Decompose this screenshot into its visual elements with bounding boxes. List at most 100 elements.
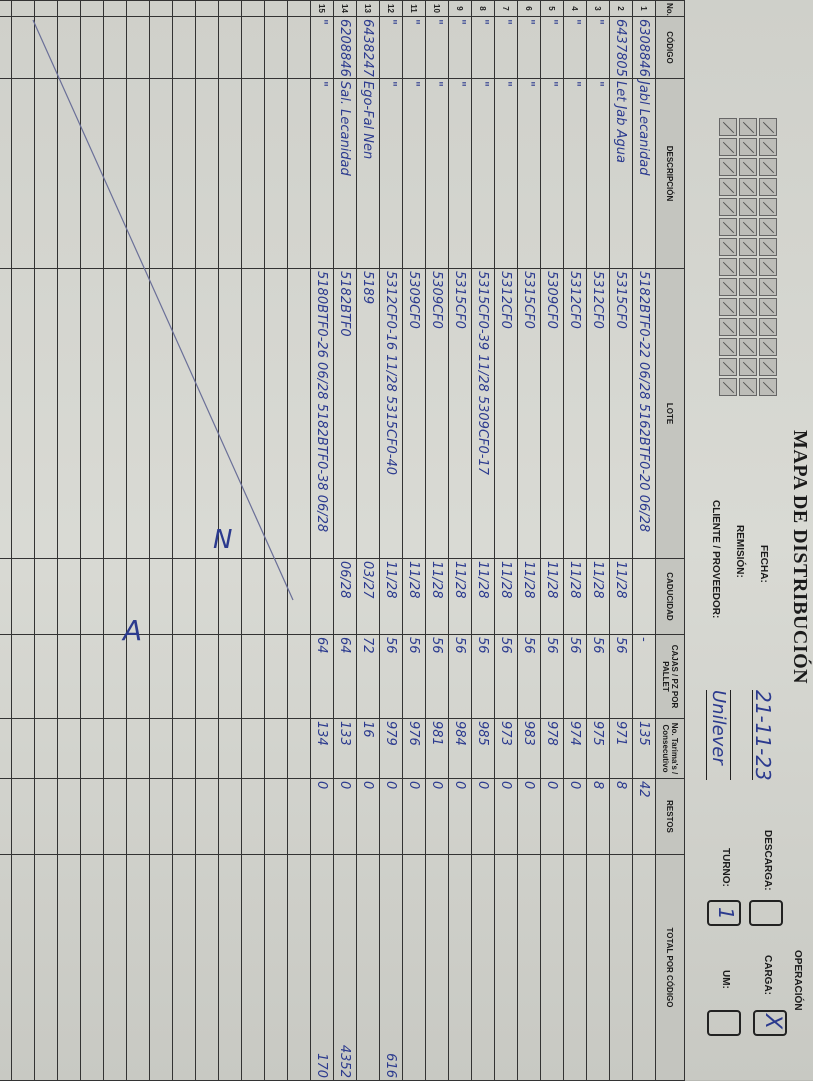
empty-cell[interactable] (103, 78, 127, 269)
cell-total[interactable]: 4352 (333, 854, 357, 1081)
empty-cell[interactable] (241, 78, 265, 269)
empty-cell[interactable] (241, 718, 265, 779)
cell-no[interactable]: 7 (494, 0, 518, 17)
empty-cell[interactable] (218, 718, 242, 779)
cell-descripcion[interactable]: " (425, 78, 449, 269)
cell-descripcion[interactable]: " (494, 78, 518, 269)
cell-lote[interactable]: 5312CF0 (586, 268, 610, 559)
empty-cell[interactable] (149, 558, 173, 635)
cell-descripcion[interactable]: Let Jab Agua (609, 78, 633, 269)
cell-lote[interactable]: 5182BTF0-22 06/28 5162BTF0-20 06/28 (632, 268, 656, 559)
empty-cell[interactable] (34, 78, 58, 269)
empty-cell[interactable] (57, 718, 81, 779)
empty-cell[interactable] (126, 718, 150, 779)
cell-total[interactable] (632, 854, 656, 1081)
empty-cell[interactable] (0, 634, 12, 719)
empty-cell[interactable] (0, 718, 12, 779)
empty-cell[interactable] (264, 718, 288, 779)
cell-restos[interactable]: 0 (356, 778, 380, 855)
cell-codigo[interactable]: " (379, 16, 403, 79)
empty-cell[interactable] (218, 778, 242, 855)
cell-tarima[interactable]: 133 (333, 718, 357, 779)
cell-cajas[interactable]: 56 (471, 634, 495, 719)
cell-no[interactable]: 1 (632, 0, 656, 17)
cell-descripcion[interactable]: " (310, 78, 334, 269)
empty-cell[interactable] (34, 634, 58, 719)
cell-codigo[interactable]: " (563, 16, 587, 79)
cell-codigo[interactable]: " (540, 16, 564, 79)
empty-cell[interactable] (287, 268, 311, 559)
checkbox[interactable] (759, 278, 777, 296)
cell-cajas[interactable]: 56 (448, 634, 472, 719)
cell-total[interactable] (609, 854, 633, 1081)
empty-cell[interactable] (57, 78, 81, 269)
cell-cajas[interactable]: - (632, 634, 656, 719)
empty-cell[interactable] (11, 718, 35, 779)
cell-cajas[interactable]: 56 (609, 634, 633, 719)
checkbox[interactable] (719, 338, 737, 356)
cell-tarima[interactable]: 134 (310, 718, 334, 779)
cell-restos[interactable]: 42 (632, 778, 656, 855)
checkbox[interactable] (739, 118, 757, 136)
empty-cell[interactable] (103, 558, 127, 635)
checkbox[interactable] (739, 318, 757, 336)
cell-caducidad[interactable]: 11/28 (563, 558, 587, 635)
checkbox[interactable] (719, 298, 737, 316)
cell-tarima[interactable]: 16 (356, 718, 380, 779)
cell-codigo[interactable]: 6437805 (609, 16, 633, 79)
cell-restos[interactable]: 0 (425, 778, 449, 855)
empty-cell[interactable] (126, 558, 150, 635)
cell-caducidad[interactable]: 11/28 (540, 558, 564, 635)
cell-no[interactable]: 9 (448, 0, 472, 17)
cell-descripcion[interactable]: " (379, 78, 403, 269)
empty-cell[interactable] (218, 854, 242, 1081)
cell-cajas[interactable]: 56 (540, 634, 564, 719)
empty-cell[interactable] (195, 0, 219, 17)
empty-cell[interactable] (0, 558, 12, 635)
empty-cell[interactable] (103, 268, 127, 559)
empty-cell[interactable] (0, 0, 12, 17)
empty-cell[interactable] (264, 0, 288, 17)
empty-cell[interactable] (0, 268, 12, 559)
empty-cell[interactable] (264, 634, 288, 719)
checkbox[interactable] (719, 118, 737, 136)
cell-lote[interactable]: 5180BTF0-26 06/28 5182BTF0-38 06/28 (310, 268, 334, 559)
checkbox[interactable] (739, 258, 757, 276)
cell-restos[interactable]: 0 (563, 778, 587, 855)
cell-descripcion[interactable]: Jabl Lecanidad (632, 78, 656, 269)
checkbox[interactable] (759, 358, 777, 376)
cell-lote[interactable]: 5312CF0 (563, 268, 587, 559)
empty-cell[interactable] (11, 778, 35, 855)
empty-cell[interactable] (172, 0, 196, 17)
empty-cell[interactable] (172, 78, 196, 269)
empty-cell[interactable] (195, 854, 219, 1081)
cell-total[interactable] (402, 854, 426, 1081)
empty-cell[interactable] (57, 268, 81, 559)
empty-cell[interactable] (0, 778, 12, 855)
cell-tarima[interactable]: 135 (632, 718, 656, 779)
cell-caducidad[interactable]: 11/28 (471, 558, 495, 635)
checkbox[interactable] (759, 258, 777, 276)
cell-restos[interactable]: 8 (586, 778, 610, 855)
cell-cajas[interactable]: 56 (379, 634, 403, 719)
empty-cell[interactable] (287, 0, 311, 17)
cell-lote[interactable]: 5312CF0 (494, 268, 518, 559)
empty-cell[interactable] (172, 778, 196, 855)
cell-no[interactable]: 15 (310, 0, 334, 17)
cell-restos[interactable]: 0 (310, 778, 334, 855)
empty-cell[interactable] (149, 78, 173, 269)
checkbox[interactable] (739, 178, 757, 196)
checkbox[interactable] (759, 178, 777, 196)
empty-cell[interactable] (0, 16, 12, 79)
cell-no[interactable]: 11 (402, 0, 426, 17)
cell-cajas[interactable]: 56 (517, 634, 541, 719)
cell-no[interactable]: 3 (586, 0, 610, 17)
empty-cell[interactable] (172, 558, 196, 635)
empty-cell[interactable] (80, 78, 104, 269)
empty-cell[interactable] (80, 558, 104, 635)
cell-codigo[interactable]: " (517, 16, 541, 79)
cell-codigo[interactable]: 6308846 (632, 16, 656, 79)
empty-cell[interactable] (195, 634, 219, 719)
cell-descripcion[interactable]: " (540, 78, 564, 269)
empty-cell[interactable] (172, 718, 196, 779)
